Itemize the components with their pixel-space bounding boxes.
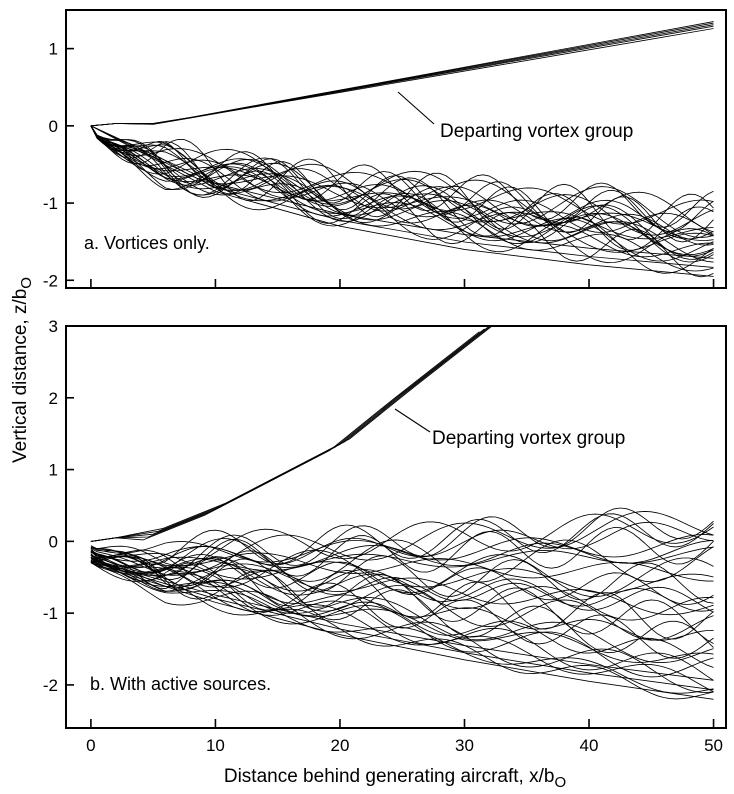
main-trajectory bbox=[90, 510, 714, 573]
y-tick-label: 2 bbox=[49, 389, 58, 408]
panel-a-traces bbox=[90, 21, 714, 278]
main-trajectory bbox=[90, 562, 714, 693]
departing-trajectory bbox=[90, 21, 714, 127]
y-tick-label: -1 bbox=[43, 604, 58, 623]
main-trajectory bbox=[90, 125, 714, 228]
panel-b-annotation: Departing vortex group bbox=[432, 428, 625, 449]
x-tick-label: 40 bbox=[580, 736, 599, 755]
main-trajectory bbox=[90, 560, 714, 678]
main-trajectory bbox=[90, 553, 714, 664]
main-trajectory bbox=[90, 125, 714, 233]
panel-b-frame bbox=[65, 325, 727, 729]
y-tick-label: 1 bbox=[49, 461, 58, 480]
departing-trajectory bbox=[90, 326, 493, 542]
main-trajectory bbox=[90, 125, 714, 246]
main-trajectory bbox=[90, 550, 714, 604]
y-axis-title: Vertical distance, z/bO bbox=[10, 277, 35, 463]
panel-b-traces bbox=[90, 326, 714, 700]
envelope-trajectory bbox=[90, 561, 714, 691]
main-trajectory bbox=[90, 125, 714, 238]
panel-b-annotation-leader bbox=[394, 408, 431, 433]
main-trajectory bbox=[90, 540, 714, 568]
main-trajectory bbox=[90, 125, 714, 278]
panel-a-annotation: Departing vortex group bbox=[440, 121, 633, 142]
x-tick-label: 0 bbox=[86, 736, 95, 755]
panel-b-label: b. With active sources. bbox=[90, 674, 271, 694]
y-tick-label: 1 bbox=[49, 40, 58, 59]
departing-trajectory bbox=[90, 331, 480, 542]
x-tick-label: 30 bbox=[455, 736, 474, 755]
main-trajectory bbox=[90, 125, 714, 258]
y-tick-label: -2 bbox=[43, 676, 58, 695]
main-trajectory bbox=[90, 125, 714, 240]
main-trajectory bbox=[90, 125, 714, 257]
panel-a: 1 0 -1 -2 a. Vortices only. Departing vorte… bbox=[43, 9, 727, 291]
panel-a-label: a. Vortices only. bbox=[84, 233, 210, 253]
x-tick-label: 10 bbox=[206, 736, 225, 755]
main-trajectory bbox=[90, 561, 714, 612]
y-tick-label: 0 bbox=[49, 532, 58, 551]
y-tick-label: -2 bbox=[43, 271, 58, 290]
x-axis-title: Distance behind generating aircraft, x/b… bbox=[224, 766, 566, 791]
main-trajectory bbox=[90, 125, 714, 233]
x-tick-label: 20 bbox=[331, 736, 350, 755]
main-trajectory bbox=[90, 546, 714, 571]
main-trajectory bbox=[90, 507, 714, 576]
departing-trajectory bbox=[90, 28, 714, 127]
main-trajectory bbox=[90, 554, 714, 605]
main-trajectory bbox=[90, 545, 714, 582]
panel-a-ticks bbox=[66, 47, 715, 288]
panel-b-ticks bbox=[66, 325, 715, 728]
main-trajectory bbox=[90, 125, 714, 241]
main-trajectory bbox=[90, 513, 714, 565]
panel-a-annotation-leader bbox=[397, 91, 435, 125]
departing-trajectory bbox=[90, 328, 485, 542]
y-tick-label: 0 bbox=[49, 117, 58, 136]
envelope-trajectory bbox=[90, 559, 714, 681]
main-trajectory bbox=[90, 513, 714, 567]
main-trajectory bbox=[90, 551, 714, 654]
main-trajectory bbox=[90, 558, 714, 641]
main-trajectory bbox=[90, 554, 714, 694]
y-tick-label: -1 bbox=[43, 194, 58, 213]
x-tick-label: 50 bbox=[704, 736, 723, 755]
envelope-trajectory bbox=[90, 125, 714, 268]
envelope-trajectory bbox=[90, 125, 714, 277]
main-trajectory bbox=[90, 125, 714, 240]
main-trajectory bbox=[90, 550, 714, 681]
y-tick-label: 3 bbox=[49, 317, 58, 336]
main-trajectory bbox=[90, 527, 714, 581]
main-trajectory bbox=[90, 125, 714, 240]
main-trajectory bbox=[90, 521, 714, 569]
departing-trajectory bbox=[90, 326, 490, 542]
main-trajectory bbox=[90, 551, 714, 594]
main-trajectory bbox=[90, 125, 714, 235]
main-trajectory bbox=[90, 549, 714, 598]
main-trajectory bbox=[90, 125, 714, 225]
main-trajectory bbox=[90, 534, 714, 563]
panel-a-frame bbox=[65, 9, 727, 289]
panel-a-tick-labels: 1 0 -1 -2 bbox=[43, 40, 58, 291]
envelope-trajectory bbox=[90, 562, 714, 700]
envelope-trajectory bbox=[90, 125, 714, 259]
